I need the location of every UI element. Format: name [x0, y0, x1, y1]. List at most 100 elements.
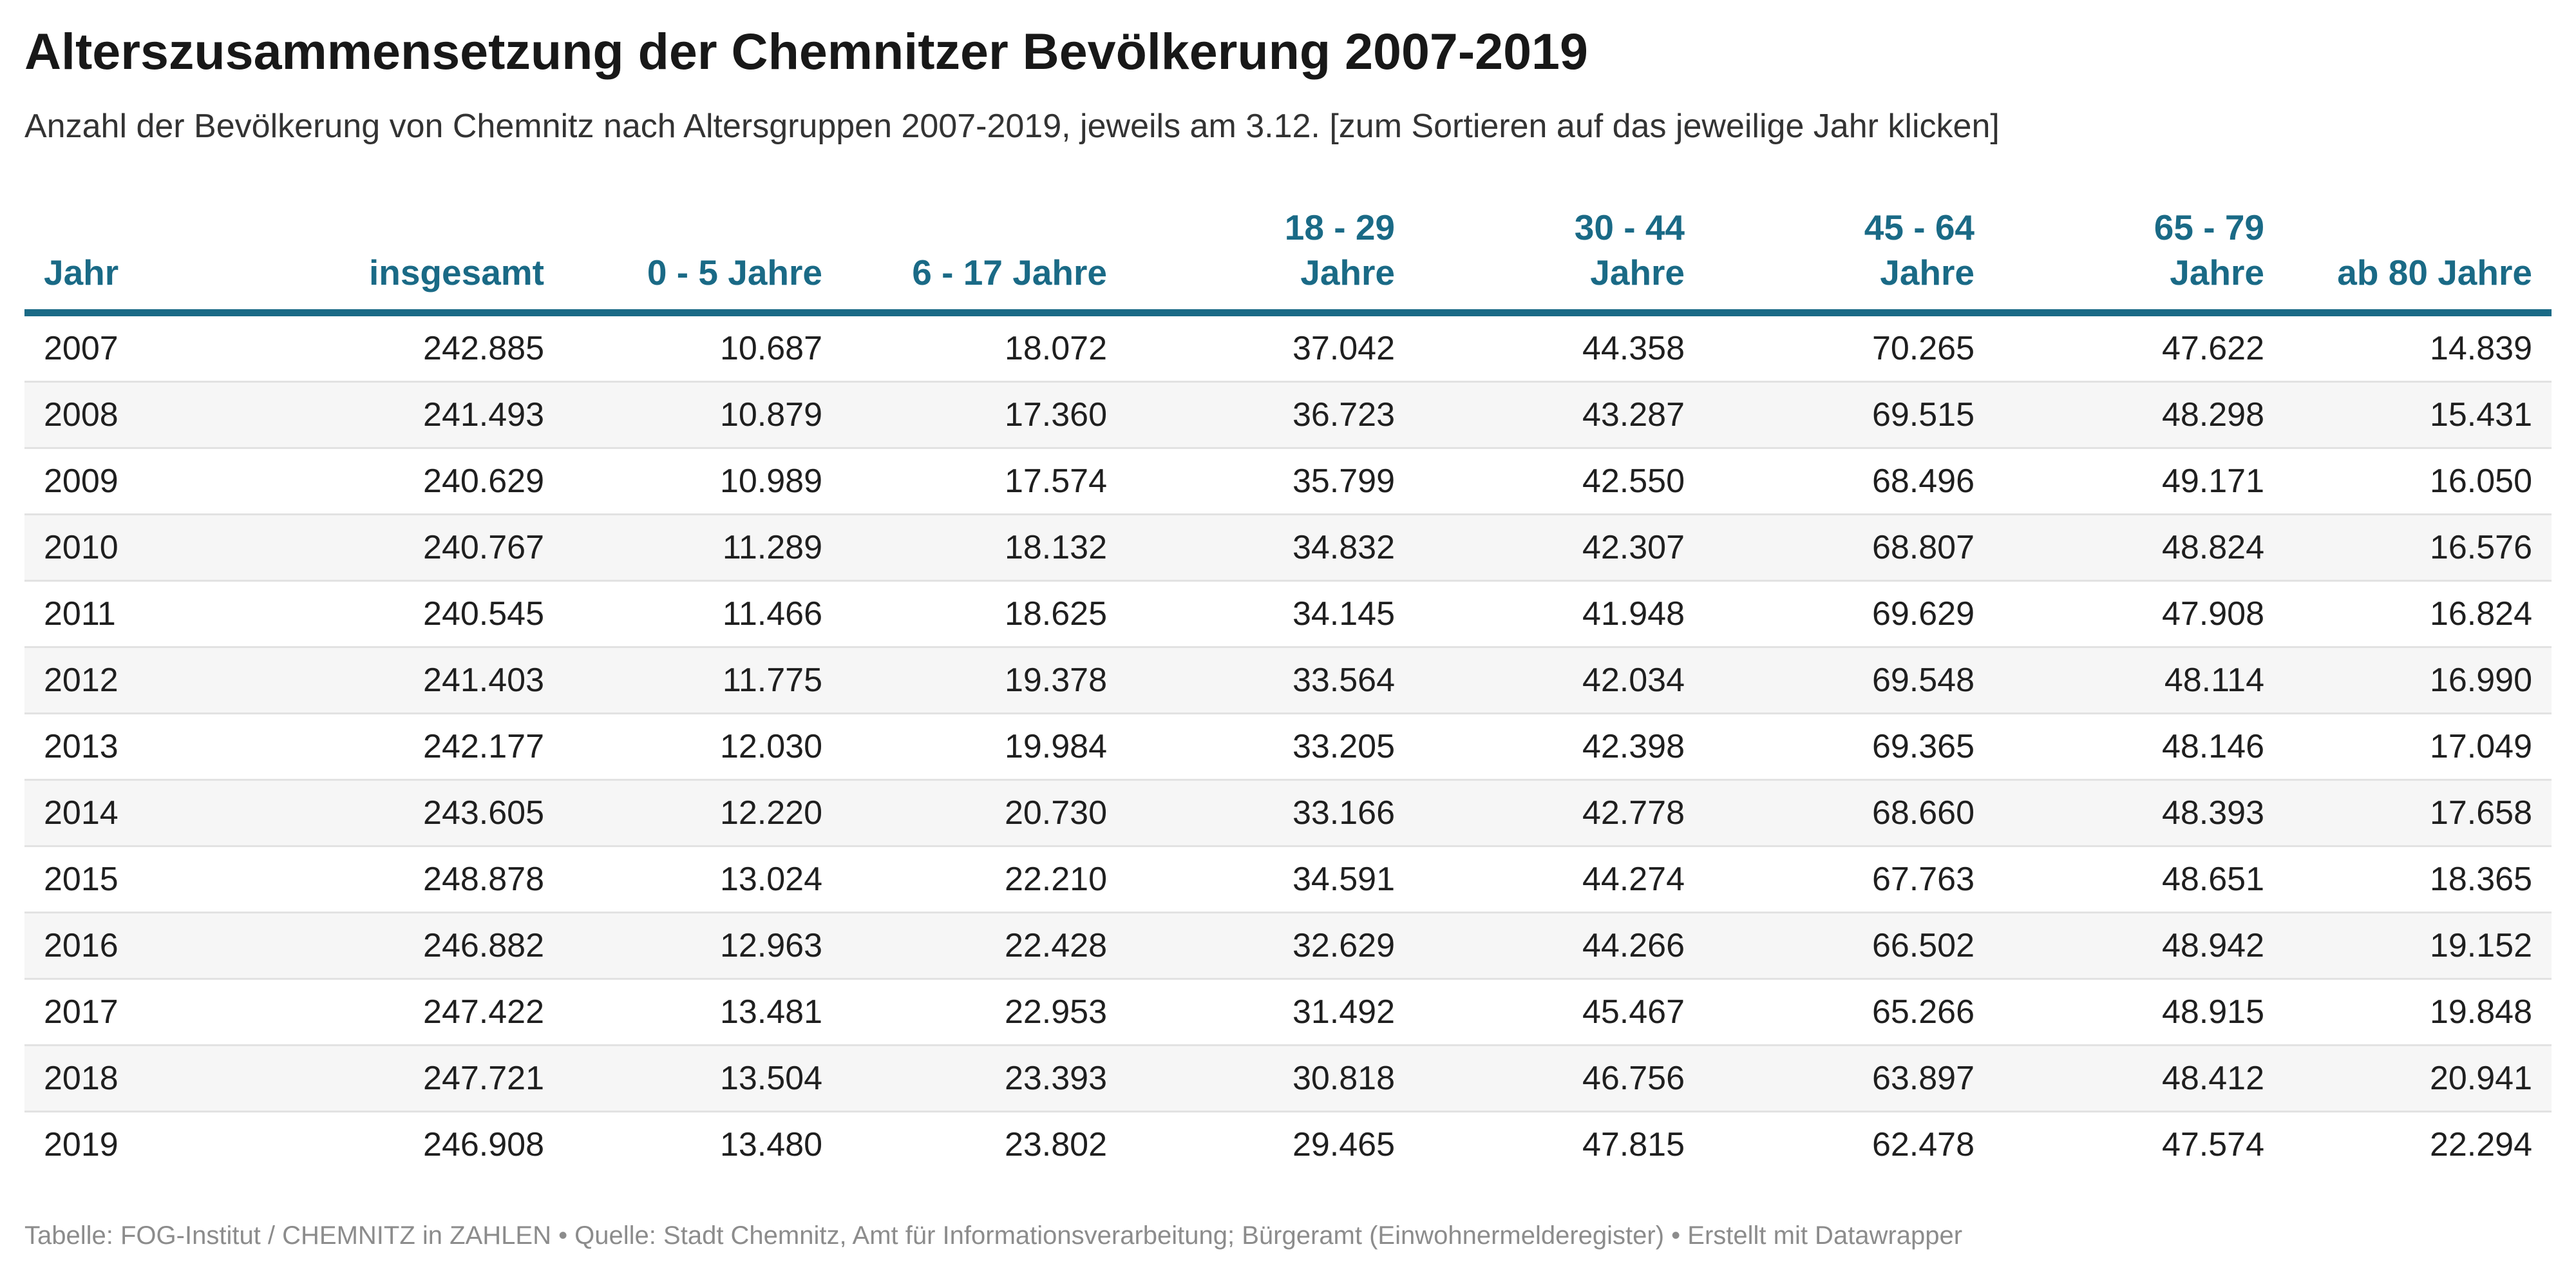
cell-insgesamt: 247.721 — [234, 1045, 564, 1113]
cell-insgesamt: 246.908 — [423, 1126, 544, 1163]
cell-age-65-79: 48.824 — [1994, 514, 2284, 582]
cell-age-30-44: 44.266 — [1414, 912, 1704, 980]
column-header-label: Jahre — [1590, 253, 1685, 292]
column-header-age-6-17[interactable]: 6 - 17 Jahre — [842, 205, 1126, 316]
cell-jahr: 2018 — [24, 1045, 234, 1113]
cell-age-0-5: 12.220 — [564, 779, 842, 847]
cell-age-80-plus: 16.990 — [2284, 647, 2552, 714]
cell-jahr: 2013 — [24, 713, 234, 781]
cell-age-45-64: 69.515 — [1704, 381, 1994, 449]
cell-age-18-29: 31.492 — [1126, 979, 1414, 1046]
table-row: 2011 240.545 11.466 18.625 34.145 41.948 69.62… — [24, 580, 2552, 648]
cell-age-18-29: 29.465 — [1292, 1126, 1395, 1163]
cell-age-65-79: 47.622 — [1994, 312, 2284, 383]
cell-age-18-29: 37.042 — [1126, 312, 1414, 383]
cell-age-65-79: 48.298 — [1994, 381, 2284, 449]
cell-age-18-29: 34.832 — [1126, 514, 1414, 582]
cell-age-0-5: 11.466 — [564, 580, 842, 648]
cell-age-65-79: 49.171 — [1994, 448, 2284, 515]
cell-insgesamt: 241.403 — [234, 647, 564, 714]
cell-age-0-5: 12.963 — [564, 912, 842, 980]
cell-insgesamt: 243.605 — [234, 779, 564, 847]
cell-age-45-64: 70.265 — [1704, 312, 1994, 383]
cell-age-45-64: 68.496 — [1704, 448, 1994, 515]
column-header-label: 6 - 17 Jahre — [912, 253, 1107, 292]
cell-insgesamt: 240.767 — [234, 514, 564, 582]
column-header-label: 0 - 5 Jahre — [647, 253, 822, 292]
cell-age-45-64: 62.478 — [1871, 1126, 1975, 1163]
cell-age-30-44: 42.398 — [1414, 713, 1704, 781]
cell-age-30-44: 45.467 — [1414, 979, 1704, 1046]
cell-age-18-29: 34.145 — [1126, 580, 1414, 648]
cell-age-18-29: 35.799 — [1126, 448, 1414, 515]
cell-jahr: 2012 — [24, 647, 234, 714]
column-header-age-18-29[interactable]: 18 - 29 Jahre — [1126, 205, 1414, 316]
cell-age-45-64: 67.763 — [1704, 846, 1994, 913]
column-header-label: 45 - 64 — [1864, 207, 1975, 247]
cell-age-65-79: 48.393 — [1994, 779, 2284, 847]
column-header-label: Jahre — [1880, 253, 1975, 292]
cell-age-30-44: 42.550 — [1414, 448, 1704, 515]
cell-age-0-5: 11.775 — [564, 647, 842, 714]
cell-jahr: 2017 — [24, 979, 234, 1046]
cell-age-18-29: 33.205 — [1126, 713, 1414, 781]
column-header-age-0-5[interactable]: 0 - 5 Jahre — [564, 205, 842, 316]
cell-age-18-29: 33.166 — [1126, 779, 1414, 847]
column-header-age-30-44[interactable]: 30 - 44 Jahre — [1414, 205, 1704, 316]
cell-jahr: 2008 — [24, 381, 234, 449]
cell-age-80-plus: 17.658 — [2284, 779, 2552, 847]
cell-age-0-5: 13.481 — [564, 979, 842, 1046]
cell-jahr: 2011 — [24, 580, 234, 648]
cell-age-6-17: 20.730 — [842, 779, 1126, 847]
column-header-age-45-64[interactable]: 45 - 64 Jahre — [1704, 205, 1994, 316]
table-row: 2015 248.878 13.024 22.210 34.591 44.274 67.76… — [24, 846, 2552, 913]
cell-age-18-29: 30.818 — [1126, 1045, 1414, 1113]
cell-jahr: 2015 — [24, 846, 234, 913]
cell-age-45-64: 69.629 — [1704, 580, 1994, 648]
cell-jahr: 2009 — [24, 448, 234, 515]
cell-age-0-5: 13.024 — [564, 846, 842, 913]
cell-age-0-5: 13.480 — [719, 1126, 822, 1163]
table-row: 2007 242.885 10.687 18.072 37.042 44.358 70.26… — [24, 312, 2552, 383]
cell-age-30-44: 46.756 — [1414, 1045, 1704, 1113]
column-header-jahr[interactable]: Jahr — [24, 205, 234, 316]
table-row: 2014 243.605 12.220 20.730 33.166 42.778 68.66… — [24, 779, 2552, 847]
column-header-label: insgesamt — [368, 253, 544, 292]
cell-insgesamt: 242.177 — [234, 713, 564, 781]
table-row: 2013 242.177 12.030 19.984 33.205 42.398 69.36… — [24, 713, 2552, 781]
cell-age-45-64: 68.660 — [1704, 779, 1994, 847]
data-table: Jahr insgesamt 0 - 5 Jahre 6 - 17 Jahre 18 -… — [24, 205, 2552, 1177]
cell-age-18-29: 32.629 — [1126, 912, 1414, 980]
cell-age-6-17: 19.378 — [842, 647, 1126, 714]
cell-age-80-plus: 17.049 — [2284, 713, 2552, 781]
cell-age-65-79: 47.574 — [2161, 1126, 2264, 1163]
cell-age-0-5: 10.879 — [564, 381, 842, 449]
cell-insgesamt: 240.545 — [234, 580, 564, 648]
column-header-label: 18 - 29 — [1284, 207, 1395, 247]
cell-age-80-plus: 19.848 — [2284, 979, 2552, 1046]
column-header-insgesamt[interactable]: insgesamt — [234, 205, 564, 316]
cell-age-45-64: 66.502 — [1704, 912, 1994, 980]
cell-jahr: 2019 — [44, 1126, 118, 1163]
cell-age-65-79: 48.146 — [1994, 713, 2284, 781]
cell-age-45-64: 69.365 — [1704, 713, 1994, 781]
column-header-label: Jahre — [2170, 253, 2264, 292]
table-row: 2017 247.422 13.481 22.953 31.492 45.467 65.26… — [24, 979, 2552, 1046]
cell-insgesamt: 242.885 — [234, 312, 564, 383]
cell-age-30-44: 41.948 — [1414, 580, 1704, 648]
cell-jahr: 2007 — [24, 312, 234, 383]
cell-age-0-5: 10.687 — [564, 312, 842, 383]
cell-age-30-44: 44.274 — [1414, 846, 1704, 913]
cell-age-18-29: 36.723 — [1126, 381, 1414, 449]
column-header-age-65-79[interactable]: 65 - 79 Jahre — [1994, 205, 2284, 316]
cell-age-0-5: 11.289 — [564, 514, 842, 582]
cell-age-6-17: 18.132 — [842, 514, 1126, 582]
cell-age-80-plus: 14.839 — [2284, 312, 2552, 383]
column-header-age-80-plus[interactable]: ab 80 Jahre — [2284, 205, 2552, 316]
cell-age-65-79: 48.114 — [1994, 647, 2284, 714]
cell-age-65-79: 48.942 — [1994, 912, 2284, 980]
cell-jahr: 2016 — [24, 912, 234, 980]
table-row: 2012 241.403 11.775 19.378 33.564 42.034 69.54… — [24, 647, 2552, 714]
cell-age-0-5: 13.504 — [564, 1045, 842, 1113]
